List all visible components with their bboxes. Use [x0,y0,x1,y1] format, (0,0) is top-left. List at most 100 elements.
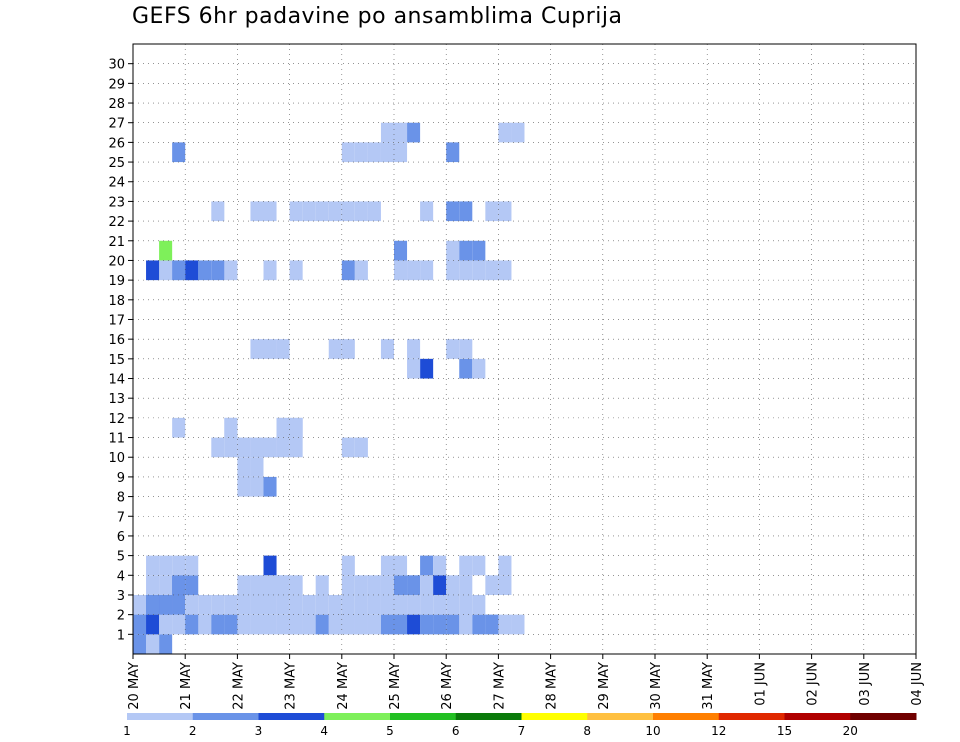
y-tick-label: 30 [108,58,125,73]
heatmap-cell [198,614,212,635]
x-tick-label: 26 MAY [440,662,455,710]
chart-title: GEFS 6hr padavine po ansamblima Cuprija [132,4,623,29]
heatmap-cell [380,339,394,359]
colorbar-label: 2 [189,724,197,738]
heatmap-cell [146,614,160,635]
x-axis: 20 MAY 21 MAY 22 MAY 23 MAY 24 MAY 25 MAY 26 M… [127,654,925,710]
y-tick-label: 4 [117,569,125,584]
heatmap-cell [224,437,238,458]
heatmap-cell [394,555,408,576]
heatmap-cell [420,575,434,595]
heatmap-cell [354,614,368,635]
heatmap-cell [224,260,238,281]
heatmap-cell [159,594,173,615]
colorbar-swatch [587,713,654,720]
heatmap-cell [211,437,225,458]
heatmap-cell [276,594,290,615]
heatmap-cell [224,594,238,615]
colorbar-swatch [324,713,391,720]
heatmap-cell [250,437,264,458]
y-tick-label: 26 [108,136,125,151]
x-tick-label: 21 MAY [179,662,194,710]
heatmap-cell [289,201,303,222]
heatmap-cell [459,575,473,595]
y-tick-label: 13 [108,392,125,407]
heatmap-cell [250,575,264,595]
heatmap-cell [459,358,473,379]
heatmap-cell [159,634,173,654]
x-tick-label: 24 MAY [336,662,351,710]
heatmap-cell [237,614,251,635]
heatmap-cell [328,614,342,635]
y-tick-label: 2 [117,609,125,624]
colorbar-swatch [850,713,917,720]
heatmap-cell [198,260,212,281]
heatmap-cell [407,122,421,143]
heatmap-cell [446,142,460,163]
heatmap-cell [159,240,173,261]
heatmap-cell [172,575,186,595]
heatmap-cell [250,476,264,497]
y-tick-label: 16 [108,333,125,348]
colorbar-label: 8 [583,724,591,738]
heatmap-cell [420,260,434,281]
heatmap-cell [472,594,486,615]
heatmap-cell [380,594,394,615]
heatmap-cell [354,201,368,222]
heatmap-cell [263,614,277,635]
heatmap-cell [341,437,355,458]
heatmap-cell [459,339,473,359]
heatmap-cell [354,594,368,615]
heatmap-cell [446,240,460,261]
heatmap-cell [289,260,303,281]
heatmap-cell [276,339,290,359]
colorbar-label: 12 [711,724,726,738]
heatmap-cell [159,260,173,281]
y-tick-label: 17 [108,313,125,328]
heatmap-cell [315,614,329,635]
heatmap-cell [263,476,277,497]
heatmap-cell [433,555,447,576]
heatmap-cell [341,142,355,163]
x-tick-label: 20 MAY [127,662,142,710]
heatmap-cell [498,201,512,222]
heatmap-cell [263,260,277,281]
y-tick-label: 15 [108,353,125,368]
y-axis: 1234567891011121314151617181920212223242… [108,58,133,643]
heatmap-cell [459,260,473,281]
heatmap-cell [237,476,251,497]
x-tick-label: 02 JUN [806,662,821,706]
x-tick-label: 30 MAY [649,662,664,710]
y-tick-label: 28 [108,97,125,112]
heatmap-cell [185,575,199,595]
y-tick-label: 8 [117,491,125,506]
heatmap-cell [146,634,160,654]
x-tick-label: 23 MAY [284,662,299,710]
heatmap-cell [237,594,251,615]
heatmap-cell [289,614,303,635]
y-tick-label: 3 [117,589,125,604]
heatmap-cell [394,142,408,163]
heatmap-cell [250,457,264,477]
heatmap-cell [341,201,355,222]
colorbar-label: 20 [843,724,858,738]
heatmap-cell [341,614,355,635]
heatmap-cell [172,555,186,576]
heatmap-cell [211,201,225,222]
colorbar-label: 6 [452,724,460,738]
colorbar-swatch [784,713,851,720]
plot-frame [132,43,917,655]
colorbar-label: 5 [386,724,394,738]
heatmap-cell [341,555,355,576]
heatmap-cell [341,339,355,359]
heatmap-cell [146,555,160,576]
heatmap-cell [185,614,199,635]
heatmap-cell [498,614,512,635]
heatmap-cell [407,260,421,281]
heatmap-cell [420,614,434,635]
heatmap-cell [263,339,277,359]
heatmap-cell [380,142,394,163]
heatmap-cell [328,594,342,615]
colorbar-swatch [258,713,325,720]
y-tick-label: 6 [117,530,125,545]
